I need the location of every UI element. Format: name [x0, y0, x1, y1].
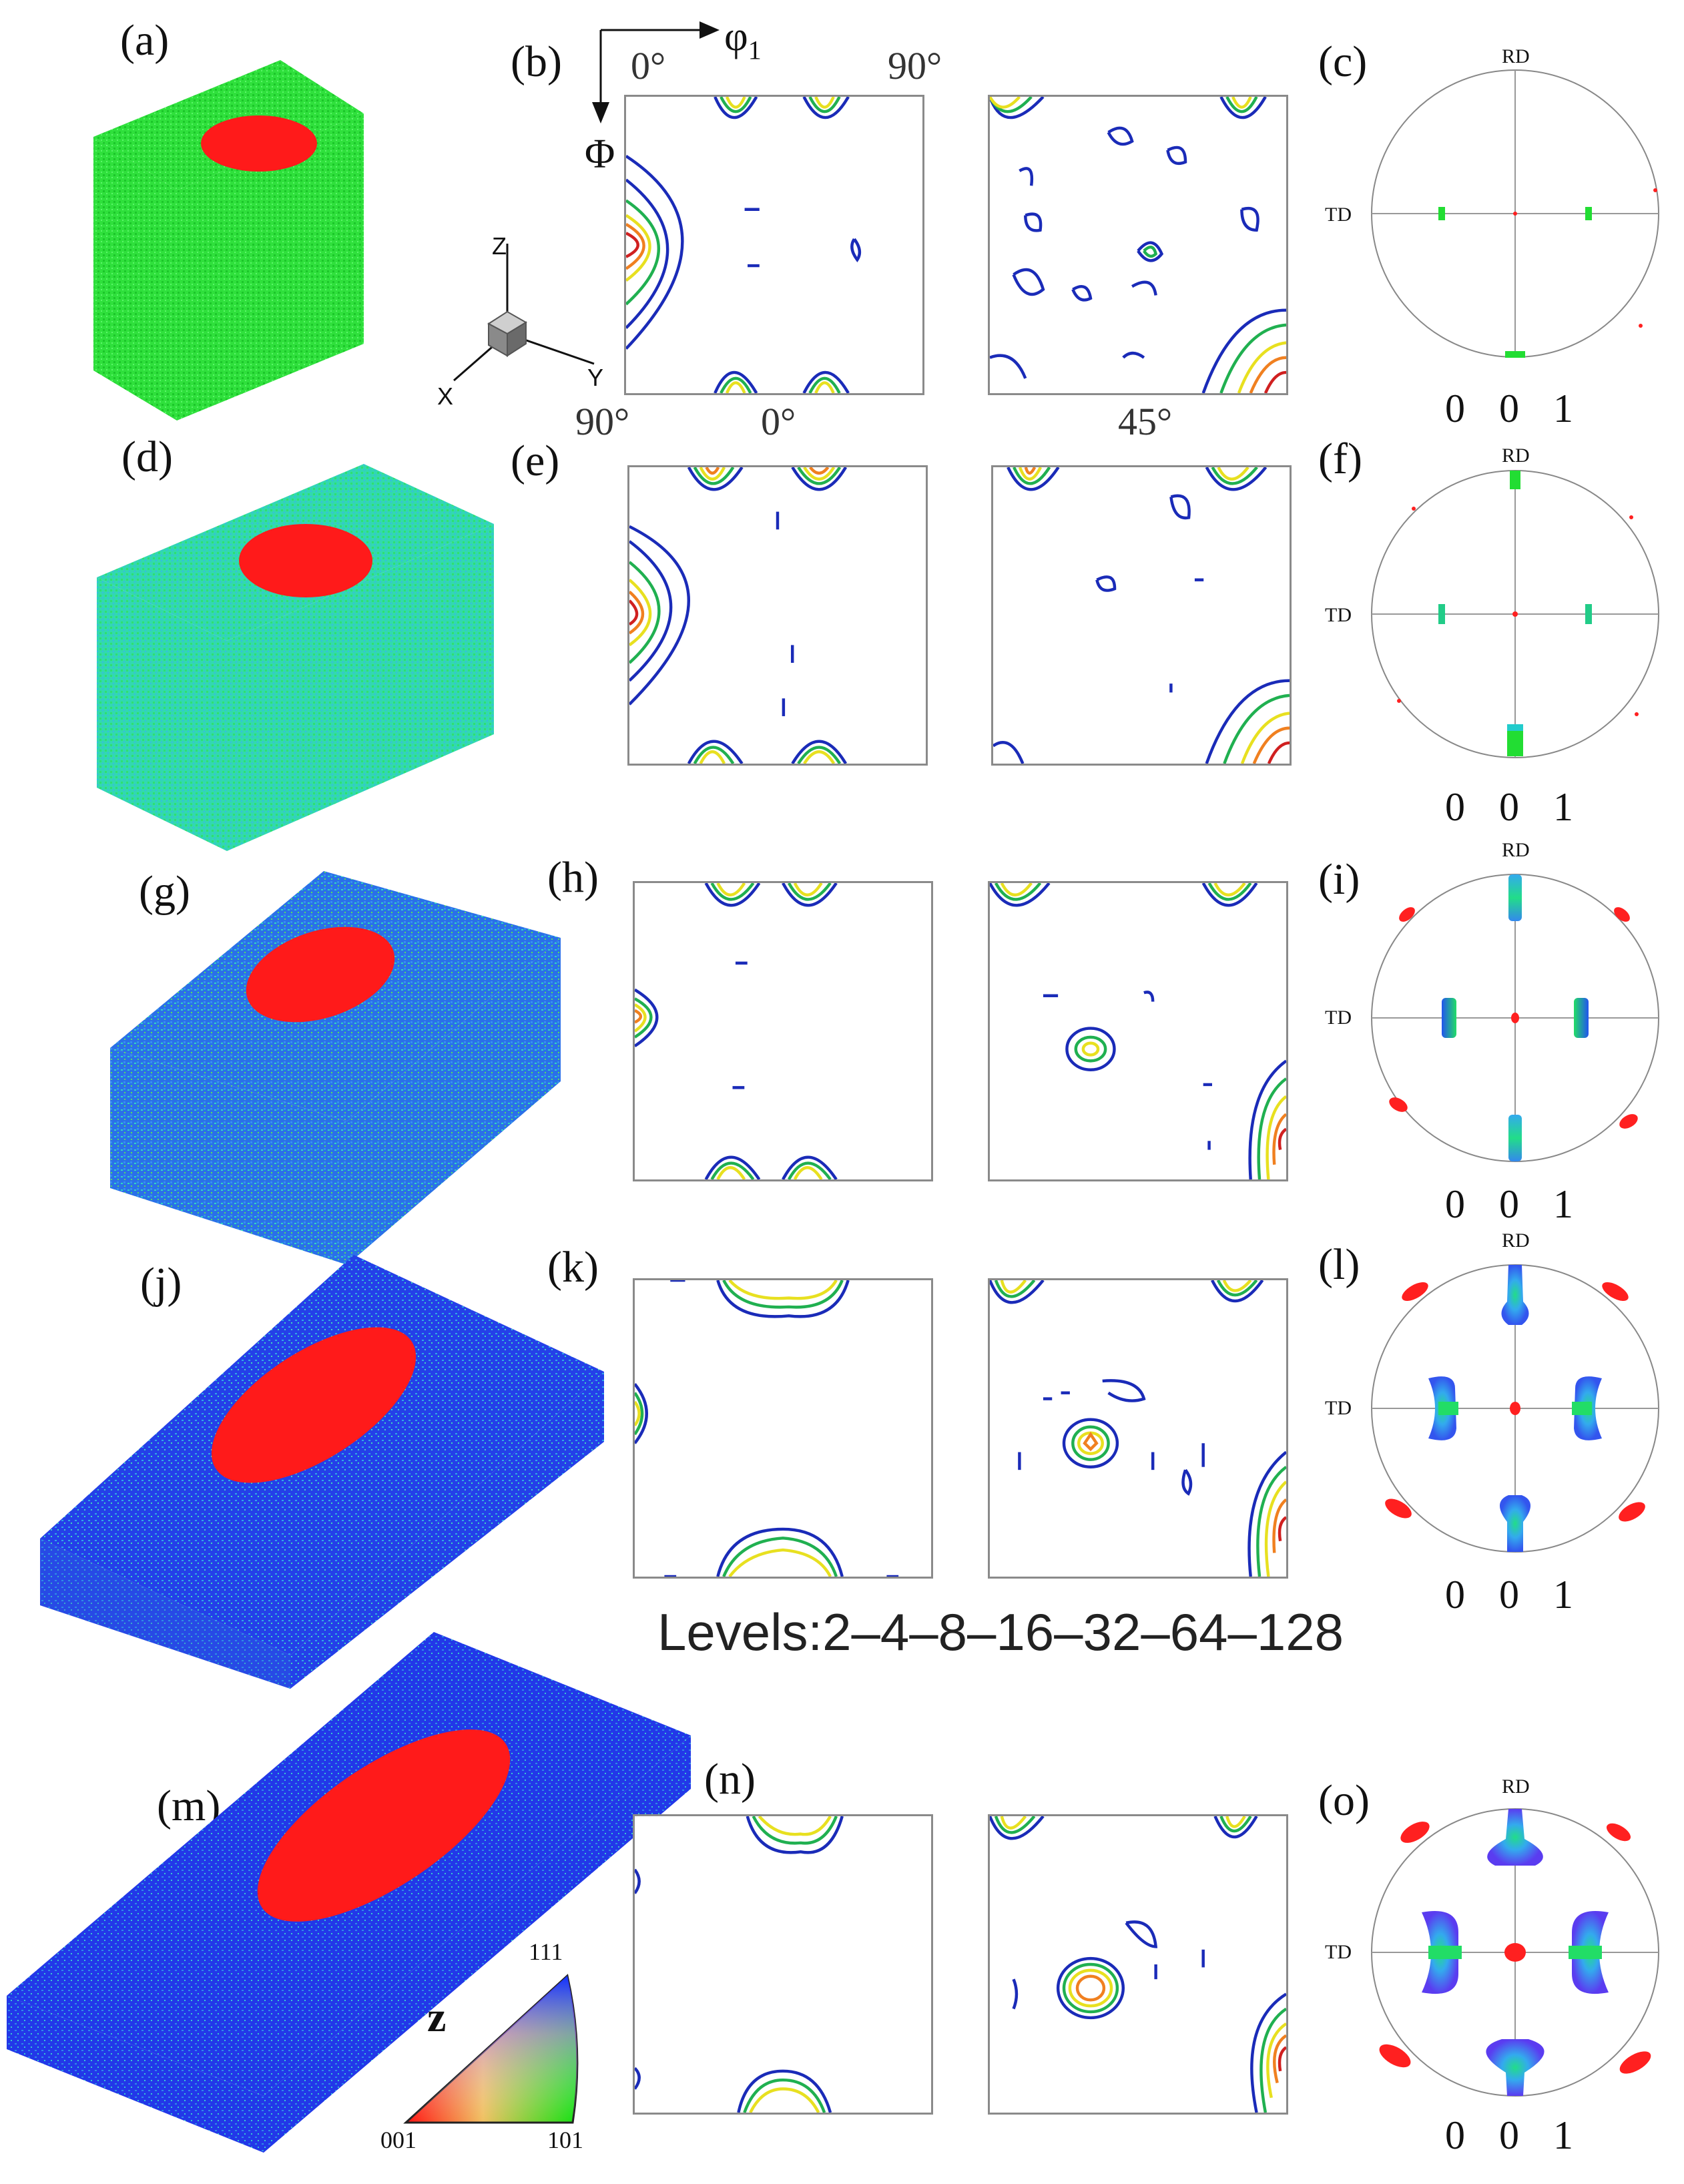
pole-figure-i [1371, 874, 1659, 1162]
ipf-101-label: 101 [547, 2127, 583, 2153]
panel-label-c: (c) [1318, 37, 1368, 86]
pole-figure-l [1371, 1264, 1659, 1553]
microstructure-cube-m [7, 1632, 691, 2153]
odf-e-section-1 [627, 465, 928, 766]
pf-c-rd-label: RD [1502, 45, 1530, 67]
odf-h1-contours [635, 883, 838, 1179]
panel-label-m: (m) [157, 1782, 221, 1830]
ipf-111-label: 111 [529, 1938, 563, 1965]
ipf-axis-label: z [427, 1993, 447, 2040]
odf-h-section-2 [988, 881, 1288, 1181]
triad-y-label: Y [587, 364, 604, 391]
panel-label-a: (a) [120, 16, 170, 65]
microstructure-cube-d [97, 464, 494, 851]
phi1-subscript: 1 [748, 35, 762, 65]
phi1-symbol: φ [724, 14, 748, 59]
panel-label-d: (d) [121, 433, 173, 481]
panel-label-n: (n) [704, 1755, 756, 1804]
odf-n1-contours [635, 1816, 844, 2113]
panel-label-e: (e) [511, 437, 560, 485]
odf-b1-contours [626, 97, 862, 393]
pole-figure-f [1371, 470, 1659, 758]
odf-e2-contours [993, 467, 1290, 764]
grain-red-d [239, 524, 372, 597]
panel-label-f: (f) [1318, 435, 1362, 483]
pf-i-rd-label: RD [1502, 839, 1530, 861]
pole-figure-c [1371, 69, 1659, 358]
pf-o-caption: 0 0 1 [1445, 2113, 1585, 2157]
odf-h2-contours [990, 883, 1286, 1179]
odf-e1-contours [629, 467, 848, 764]
pf-f-td-label: TD [1325, 604, 1352, 626]
pf-o-rd-label: RD [1502, 1776, 1530, 1798]
ipf-001-label: 001 [380, 2127, 416, 2153]
odf-e-section-2 [991, 465, 1292, 766]
microstructure-cube-g [110, 871, 561, 1265]
microstructure-cube-a [93, 60, 364, 421]
grain-red-j [211, 1327, 416, 1483]
ipf-color-legend [403, 1974, 579, 2124]
pf-l-td-label: TD [1325, 1397, 1352, 1419]
grain-red-m [257, 1729, 511, 1922]
odf-k-section-2 [988, 1278, 1288, 1579]
panel-label-o: (o) [1318, 1776, 1370, 1825]
panel-label-h: (h) [547, 853, 599, 902]
phi1-axis-label: φ1 [724, 13, 762, 65]
panel-label-b: (b) [511, 37, 562, 86]
odf-k1-contours [635, 1280, 899, 1577]
contour-levels-legend: Levels:2–4–8–16–32–64–128 [657, 1603, 1344, 1661]
odf-k-section-1 [633, 1278, 933, 1579]
pole-figure-o [1371, 1808, 1659, 2097]
pf-i-td-label: TD [1325, 1007, 1352, 1029]
microstructure-cube-j [40, 1255, 604, 1689]
pf-c-td-label: TD [1325, 204, 1352, 226]
odf-axis-arrows [592, 21, 720, 123]
pf-l-caption: 0 0 1 [1445, 1573, 1585, 1617]
odf-section-1-angle: 0° [761, 400, 796, 443]
odf-top-left-angle: 0° [631, 44, 666, 87]
triad-z-label: Z [492, 232, 507, 260]
Phi-axis-label: Φ [585, 131, 615, 177]
odf-n-section-2 [988, 1814, 1288, 2115]
odf-h-section-1 [633, 881, 933, 1181]
pf-i-caption: 0 0 1 [1445, 1182, 1585, 1226]
pf-f-rd-label: RD [1502, 445, 1530, 467]
odf-top-right-angle: 90° [888, 44, 942, 87]
odf-section-2-angle: 45° [1118, 400, 1173, 443]
coordinate-triad [453, 244, 595, 382]
panel-label-l: (l) [1318, 1240, 1360, 1289]
grain-red-g [246, 926, 395, 1023]
odf-b-section-1 [624, 95, 924, 395]
grain-red-a [201, 115, 317, 172]
panel-label-g: (g) [139, 867, 190, 916]
odf-bottom-left-angle: 90° [575, 400, 630, 443]
pf-l-rd-label: RD [1502, 1230, 1530, 1252]
triad-x-label: X [437, 382, 454, 410]
pf-o-td-label: TD [1325, 1941, 1352, 1963]
odf-n2-contours [990, 1816, 1286, 2113]
pf-f-caption: 0 0 1 [1445, 785, 1585, 829]
panel-label-i: (i) [1318, 855, 1360, 904]
pf-c-caption: 0 0 1 [1445, 386, 1585, 431]
panel-label-j: (j) [140, 1259, 182, 1308]
panel-label-k: (k) [547, 1243, 599, 1292]
odf-n-section-1 [633, 1814, 933, 2115]
odf-b2-contours [990, 97, 1286, 393]
odf-k2-contours [990, 1280, 1286, 1577]
odf-b-section-2 [988, 95, 1288, 395]
